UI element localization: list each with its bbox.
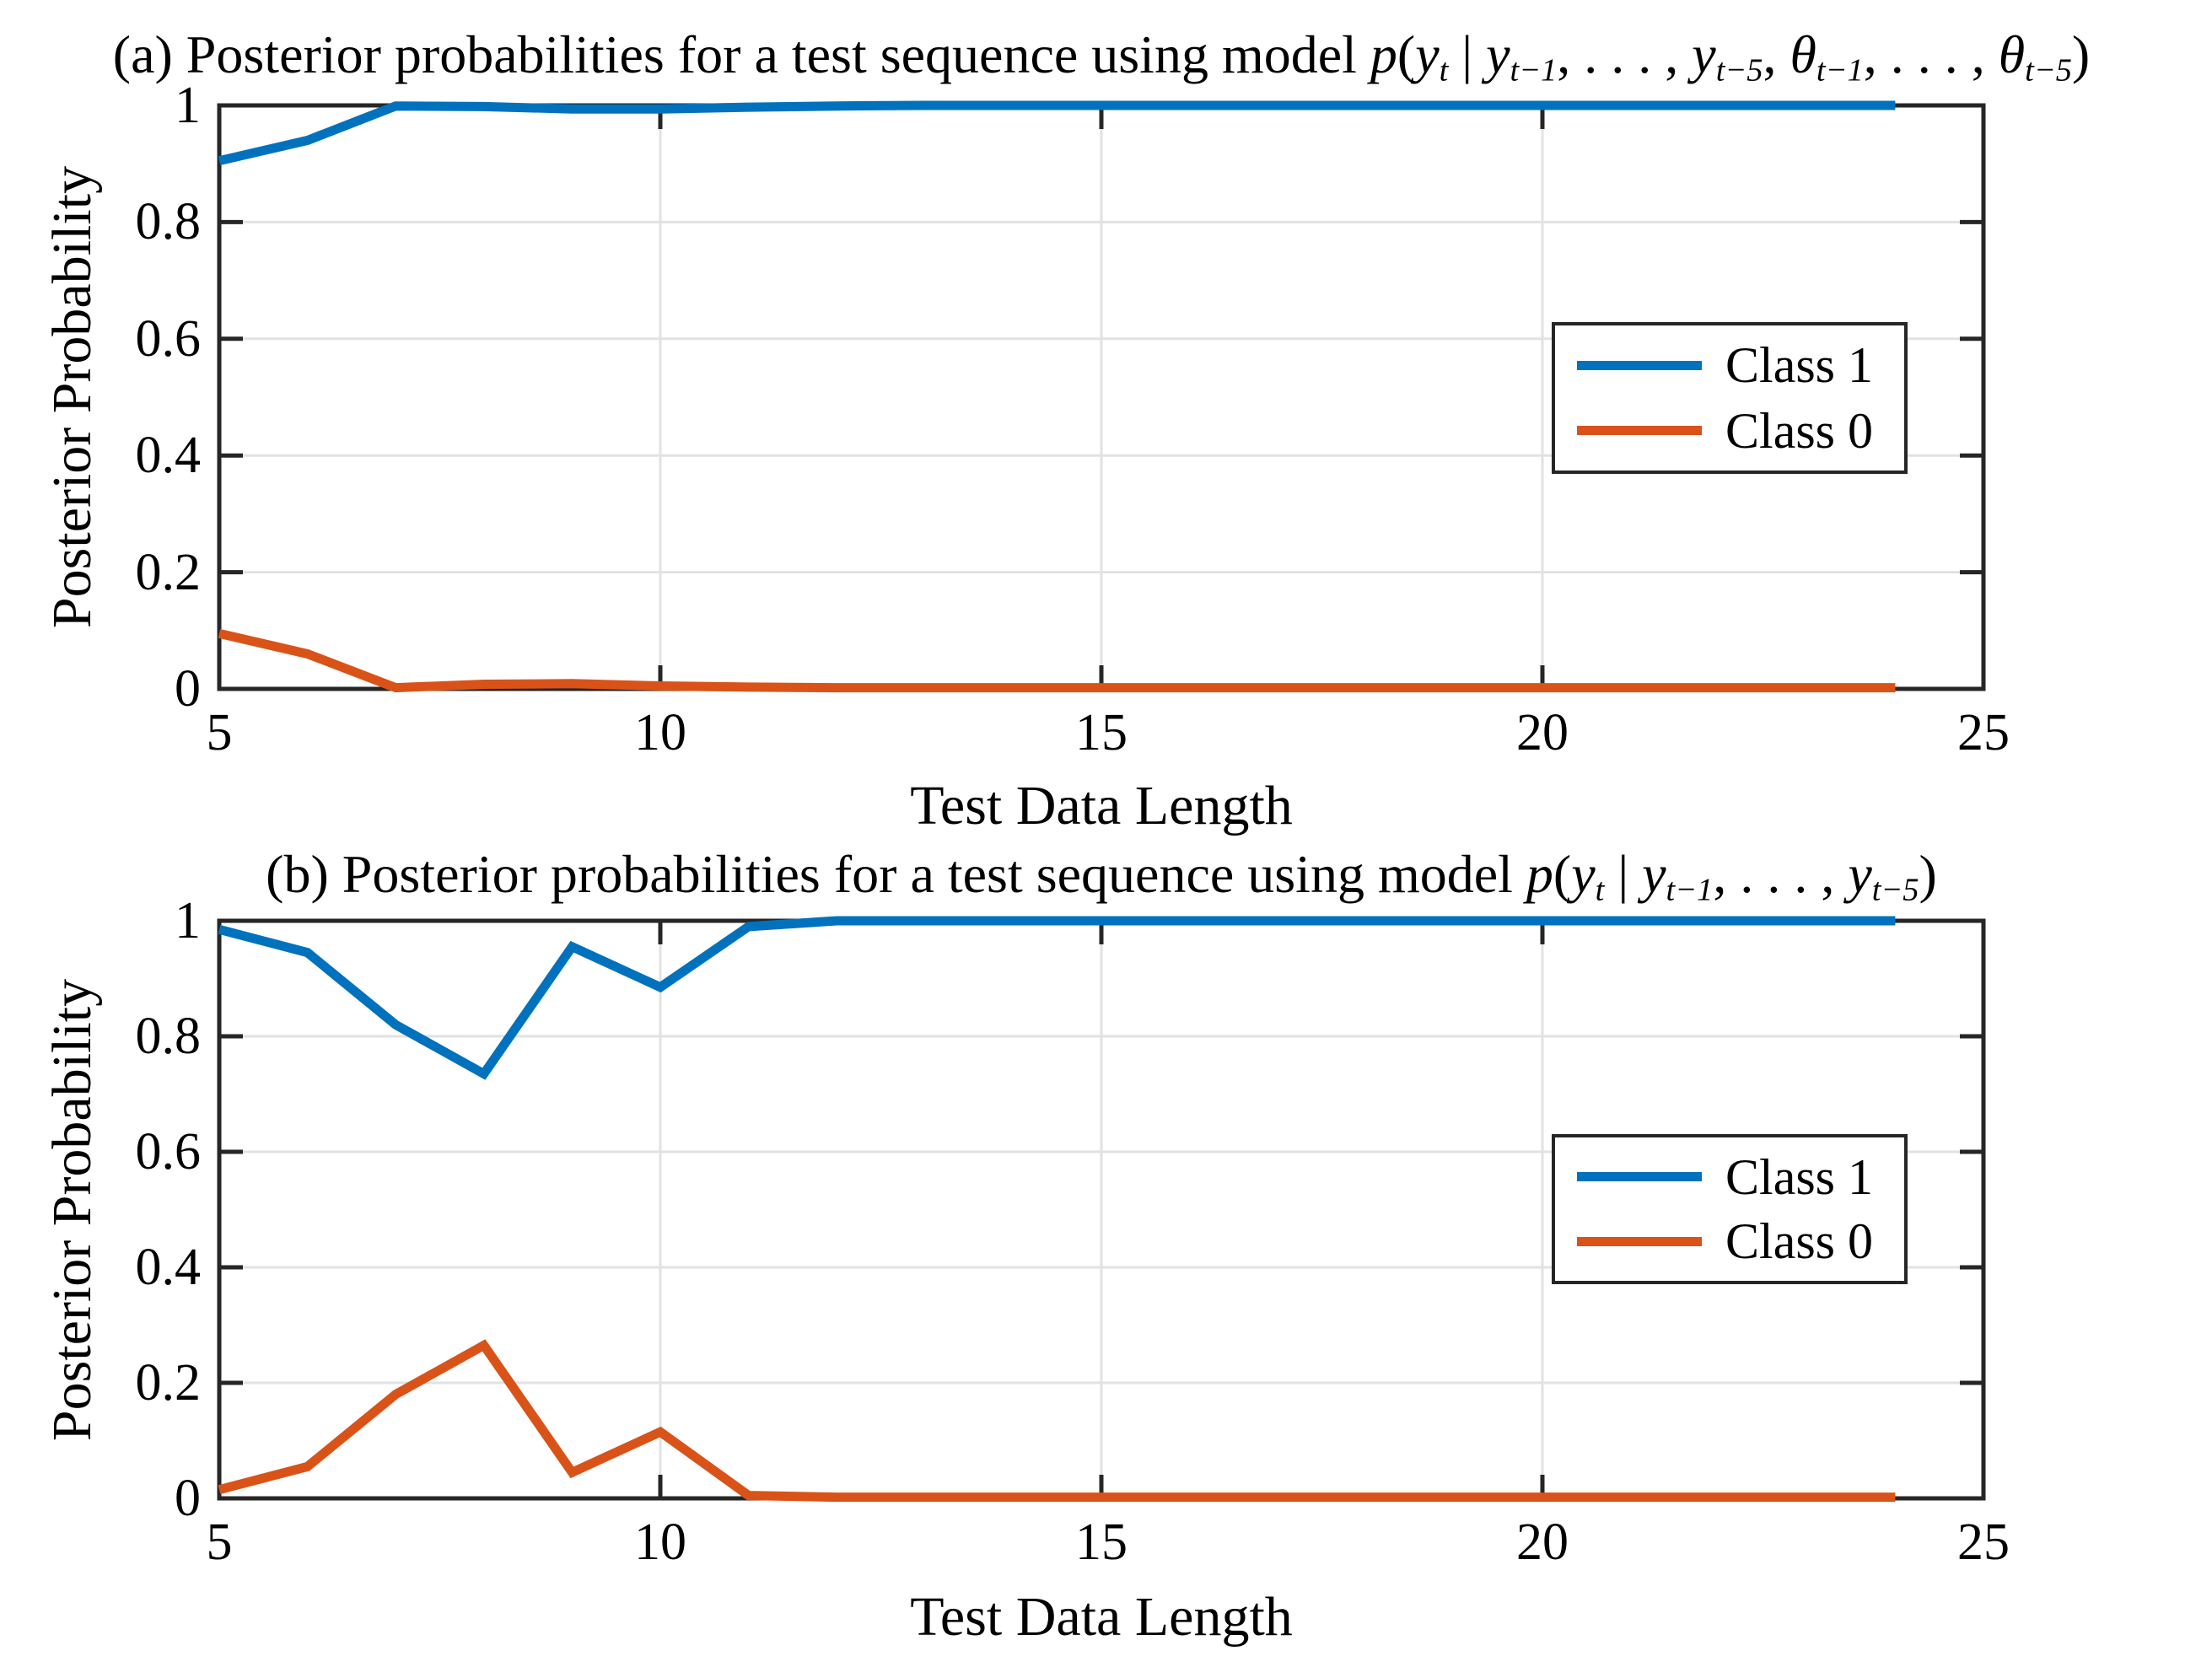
title-token: yt−5 <box>1692 24 1763 89</box>
chart-a-legend: Class 1 Class 0 <box>1552 322 1908 474</box>
title-token: θt−1 <box>1790 24 1864 89</box>
y-tick-label: 0 <box>175 660 201 718</box>
title-subscript: t−5 <box>1871 872 1919 908</box>
y-tick-label: 1 <box>175 892 201 949</box>
title-token: ) <box>2071 24 2091 84</box>
y-tick-label: 0.8 <box>135 1008 202 1065</box>
title-token: (a) Posterior probabilities for a test s… <box>112 24 1370 84</box>
x-tick-label: 25 <box>1957 1514 2010 1571</box>
y-tick-label: 0.6 <box>135 309 202 368</box>
title-token: yt <box>1415 24 1449 89</box>
title-token: yt−5 <box>1848 844 1919 908</box>
title-token: ( <box>1553 844 1572 904</box>
title-token: , . . . , <box>1713 844 1849 904</box>
x-tick-label: 20 <box>1516 704 1569 761</box>
legend-swatch-class-0 <box>1577 426 1702 436</box>
x-tick-label: 25 <box>1957 704 2010 761</box>
chart-b-y-axis-label: Posterior Probability <box>41 978 103 1441</box>
title-token: yt−1 <box>1642 844 1714 908</box>
series-line-class-1 <box>218 100 1896 166</box>
legend-swatch-class-1 <box>1577 360 1702 370</box>
title-subscript: t−1 <box>1510 52 1558 89</box>
x-tick-label: 5 <box>206 1514 233 1571</box>
legend-label: Class 1 <box>1725 337 1874 394</box>
x-tick-label: 10 <box>634 1514 686 1571</box>
title-subscript: t−5 <box>1715 52 1763 89</box>
y-tick-label: 0.8 <box>135 193 202 251</box>
legend-entry: Class 0 <box>1555 1216 1904 1266</box>
title-subscript: t <box>1439 52 1449 89</box>
legend-label: Class 1 <box>1725 1148 1874 1205</box>
series-line-class-1 <box>218 916 1896 1080</box>
x-tick-label: 10 <box>634 704 686 761</box>
y-tick-label: 0 <box>175 1470 201 1527</box>
x-tick-label: 20 <box>1516 1514 1569 1571</box>
title-token: yt <box>1571 844 1605 908</box>
title-token: ) <box>1919 844 1937 904</box>
chart-b-title: (b) Posterior probabilities for a test s… <box>266 843 1937 909</box>
series-line-class-0 <box>218 628 1896 693</box>
title-subscript: t−1 <box>1816 52 1864 89</box>
title-token: θt−5 <box>1998 24 2072 89</box>
series-line-class-0 <box>218 1339 1896 1503</box>
legend-entry: Class 1 <box>1555 340 1904 390</box>
title-token: p <box>1370 24 1397 84</box>
chart-b-legend: Class 1 Class 0 <box>1552 1134 1908 1284</box>
y-tick-label: 0.2 <box>135 543 202 601</box>
title-token: (b) Posterior probabilities for a test s… <box>266 844 1526 904</box>
y-tick-label: 1 <box>175 77 201 134</box>
x-tick-label: 15 <box>1075 704 1128 761</box>
legend-entry: Class 1 <box>1555 1152 1904 1202</box>
y-tick-label: 0.4 <box>135 1239 202 1296</box>
chart-b-x-axis-label: Test Data Length <box>910 1586 1293 1648</box>
title-subscript: t <box>1595 872 1605 908</box>
title-token: , . . . , <box>1557 24 1693 84</box>
title-token: , . . . , <box>1863 24 1999 84</box>
legend-swatch-class-0 <box>1577 1236 1702 1246</box>
title-token: yt−1 <box>1486 24 1558 89</box>
x-tick-label: 15 <box>1075 1514 1128 1571</box>
y-tick-label: 0.2 <box>135 1354 202 1412</box>
y-tick-label: 0.6 <box>135 1123 202 1180</box>
title-token: | <box>1448 24 1487 84</box>
title-subscript: t−5 <box>2025 52 2072 89</box>
title-token: | <box>1604 844 1643 904</box>
chart-a-title: (a) Posterior probabilities for a test s… <box>113 24 2090 89</box>
chart-a-x-axis-label: Test Data Length <box>910 775 1293 836</box>
title-token: p <box>1526 844 1553 904</box>
legend-label: Class 0 <box>1725 402 1874 459</box>
legend-swatch-class-1 <box>1577 1172 1702 1182</box>
legend-label: Class 0 <box>1725 1213 1874 1270</box>
y-tick-label: 0.4 <box>135 427 202 485</box>
title-subscript: t−1 <box>1666 872 1714 908</box>
chart-a-plot-area <box>217 100 1986 693</box>
title-token: ( <box>1397 24 1416 84</box>
legend-entry: Class 0 <box>1555 406 1904 456</box>
x-tick-label: 5 <box>206 704 233 761</box>
title-token: , <box>1763 24 1790 84</box>
